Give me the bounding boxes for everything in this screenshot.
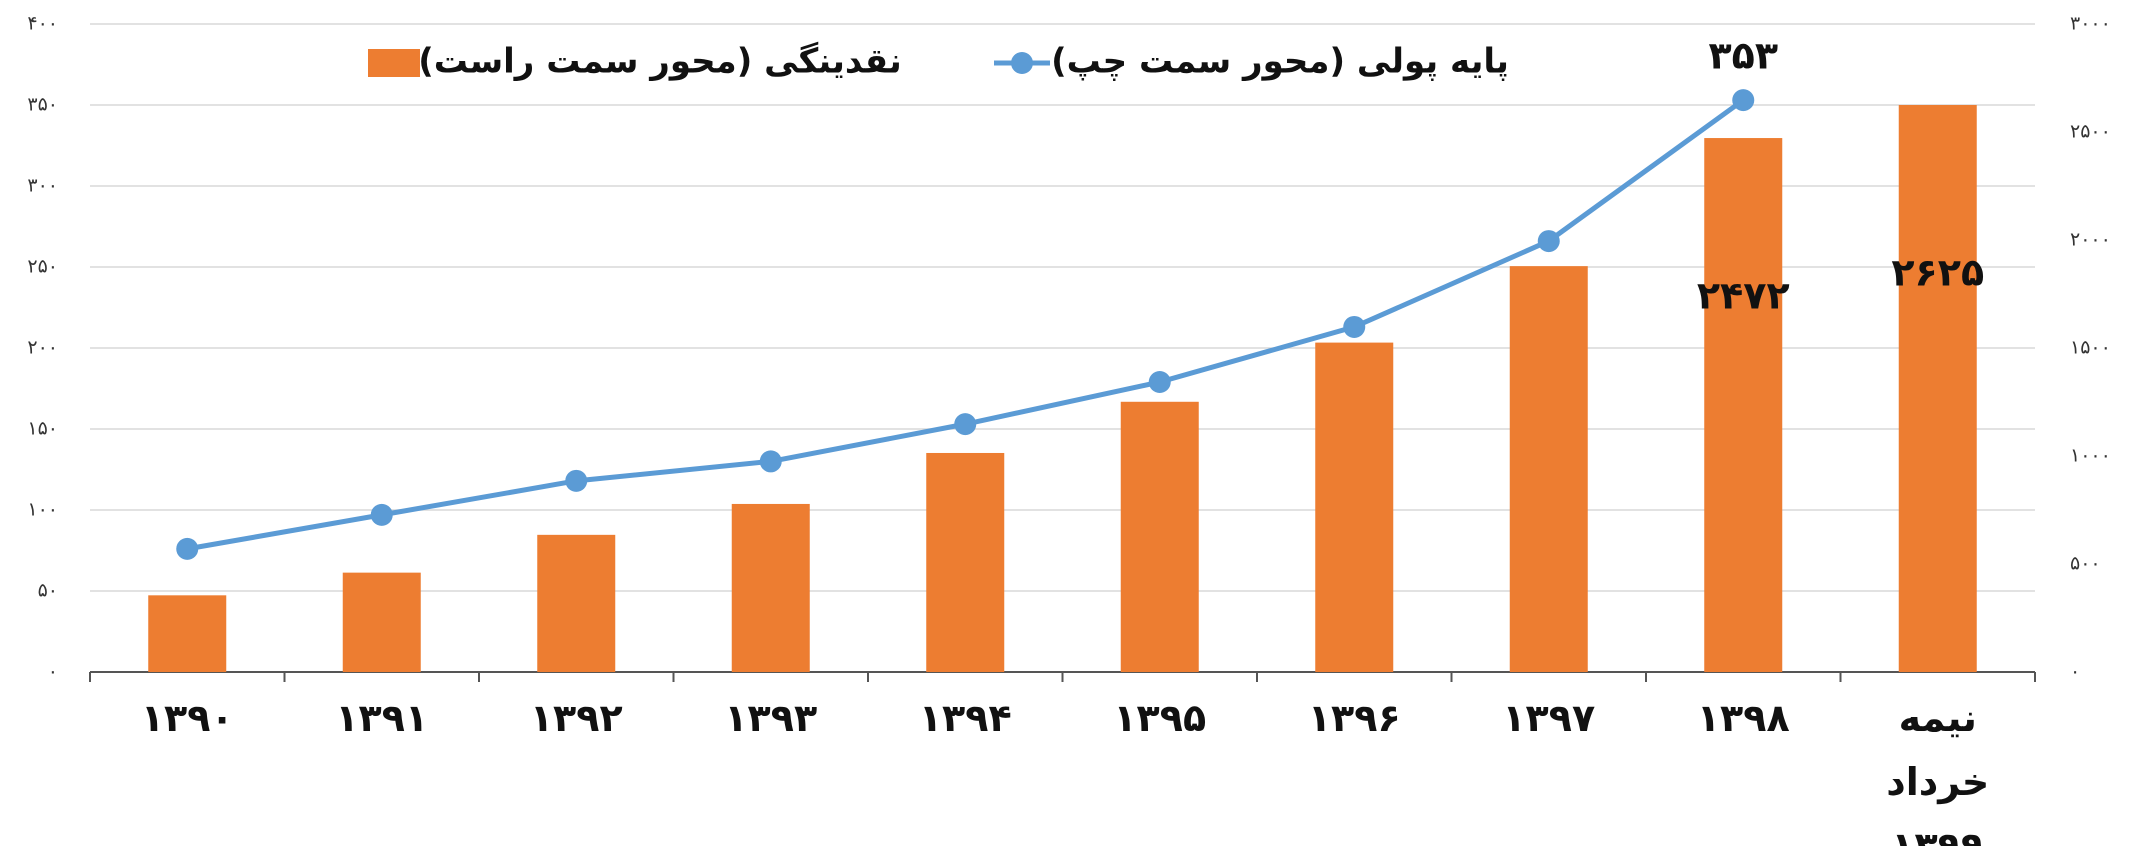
x-tick-label: ۱۳۹۴ (918, 696, 1012, 740)
bar (148, 595, 227, 672)
y-tick-label: ۱۰۰ (27, 499, 58, 521)
bar (537, 534, 616, 672)
line-point (1732, 89, 1755, 112)
y2-tick-label: ۰ (2070, 661, 2080, 683)
y-tick-label: ۵۰ (38, 580, 58, 602)
bar-value-label: ۲۶۲۵ (1891, 251, 1984, 295)
y-tick-label: ۱۵۰ (27, 418, 58, 440)
line-point (1148, 371, 1171, 394)
bar (1704, 138, 1783, 673)
x-tick-label: ۱۳۹۷ (1502, 696, 1596, 740)
y2-tick-label: ۱۵۰۰ (2070, 337, 2111, 359)
y2-tick-label: ۱۰۰۰ (2070, 445, 2111, 467)
line-point (176, 537, 199, 560)
y2-tick-label: ۲۵۰۰ (2070, 121, 2111, 143)
y-tick-label: ۰ (48, 661, 58, 683)
bar (926, 452, 1005, 672)
x-tick-label: ۱۳۹۰ (140, 696, 234, 740)
line-point (954, 413, 977, 436)
bar (1509, 266, 1588, 672)
bar (731, 503, 810, 672)
x-tick-label: ۱۳۹۱ (335, 696, 429, 740)
legend-label: پایه پولی (محور سمت چپ) (1051, 42, 1509, 82)
line-point (565, 469, 588, 492)
y2-tick-label: ۲۰۰۰ (2070, 229, 2111, 251)
x-tick-label: ۱۳۹۲ (529, 696, 623, 740)
y2-tick-label: ۵۰۰ (2070, 553, 2101, 575)
legend-swatch (368, 49, 420, 77)
x-tick-label: ۱۳۹۳ (724, 696, 818, 740)
x-tick-label: ۱۳۹۶ (1307, 696, 1401, 740)
y-tick-label: ۲۰۰ (27, 337, 58, 359)
legend-label: نقدینگی (محور سمت راست) (418, 42, 902, 82)
legend-marker (1011, 52, 1033, 74)
bar (1315, 342, 1394, 672)
bar-value-label: ۲۴۷۲ (1697, 274, 1790, 318)
y-tick-label: ۴۰۰ (27, 13, 58, 35)
line-point (1343, 315, 1366, 338)
x-tick-label: ۱۳۹۸ (1696, 696, 1790, 740)
line-point (1537, 230, 1560, 253)
y-tick-label: ۳۵۰ (27, 94, 58, 116)
x-tick-label: نیمه خرداد ۱۳۹۹ (1886, 696, 1990, 846)
line-value-label: ۳۵۳ (1708, 34, 1778, 78)
bar (1898, 105, 1977, 672)
bar (342, 572, 421, 672)
line-point (370, 503, 393, 526)
y-tick-label: ۳۰۰ (27, 175, 58, 197)
y2-tick-label: ۳۰۰۰ (2070, 13, 2111, 35)
line-point (759, 450, 782, 473)
bar (1120, 401, 1199, 672)
x-tick-label: ۱۳۹۵ (1113, 696, 1207, 740)
y-tick-label: ۲۵۰ (27, 256, 58, 278)
